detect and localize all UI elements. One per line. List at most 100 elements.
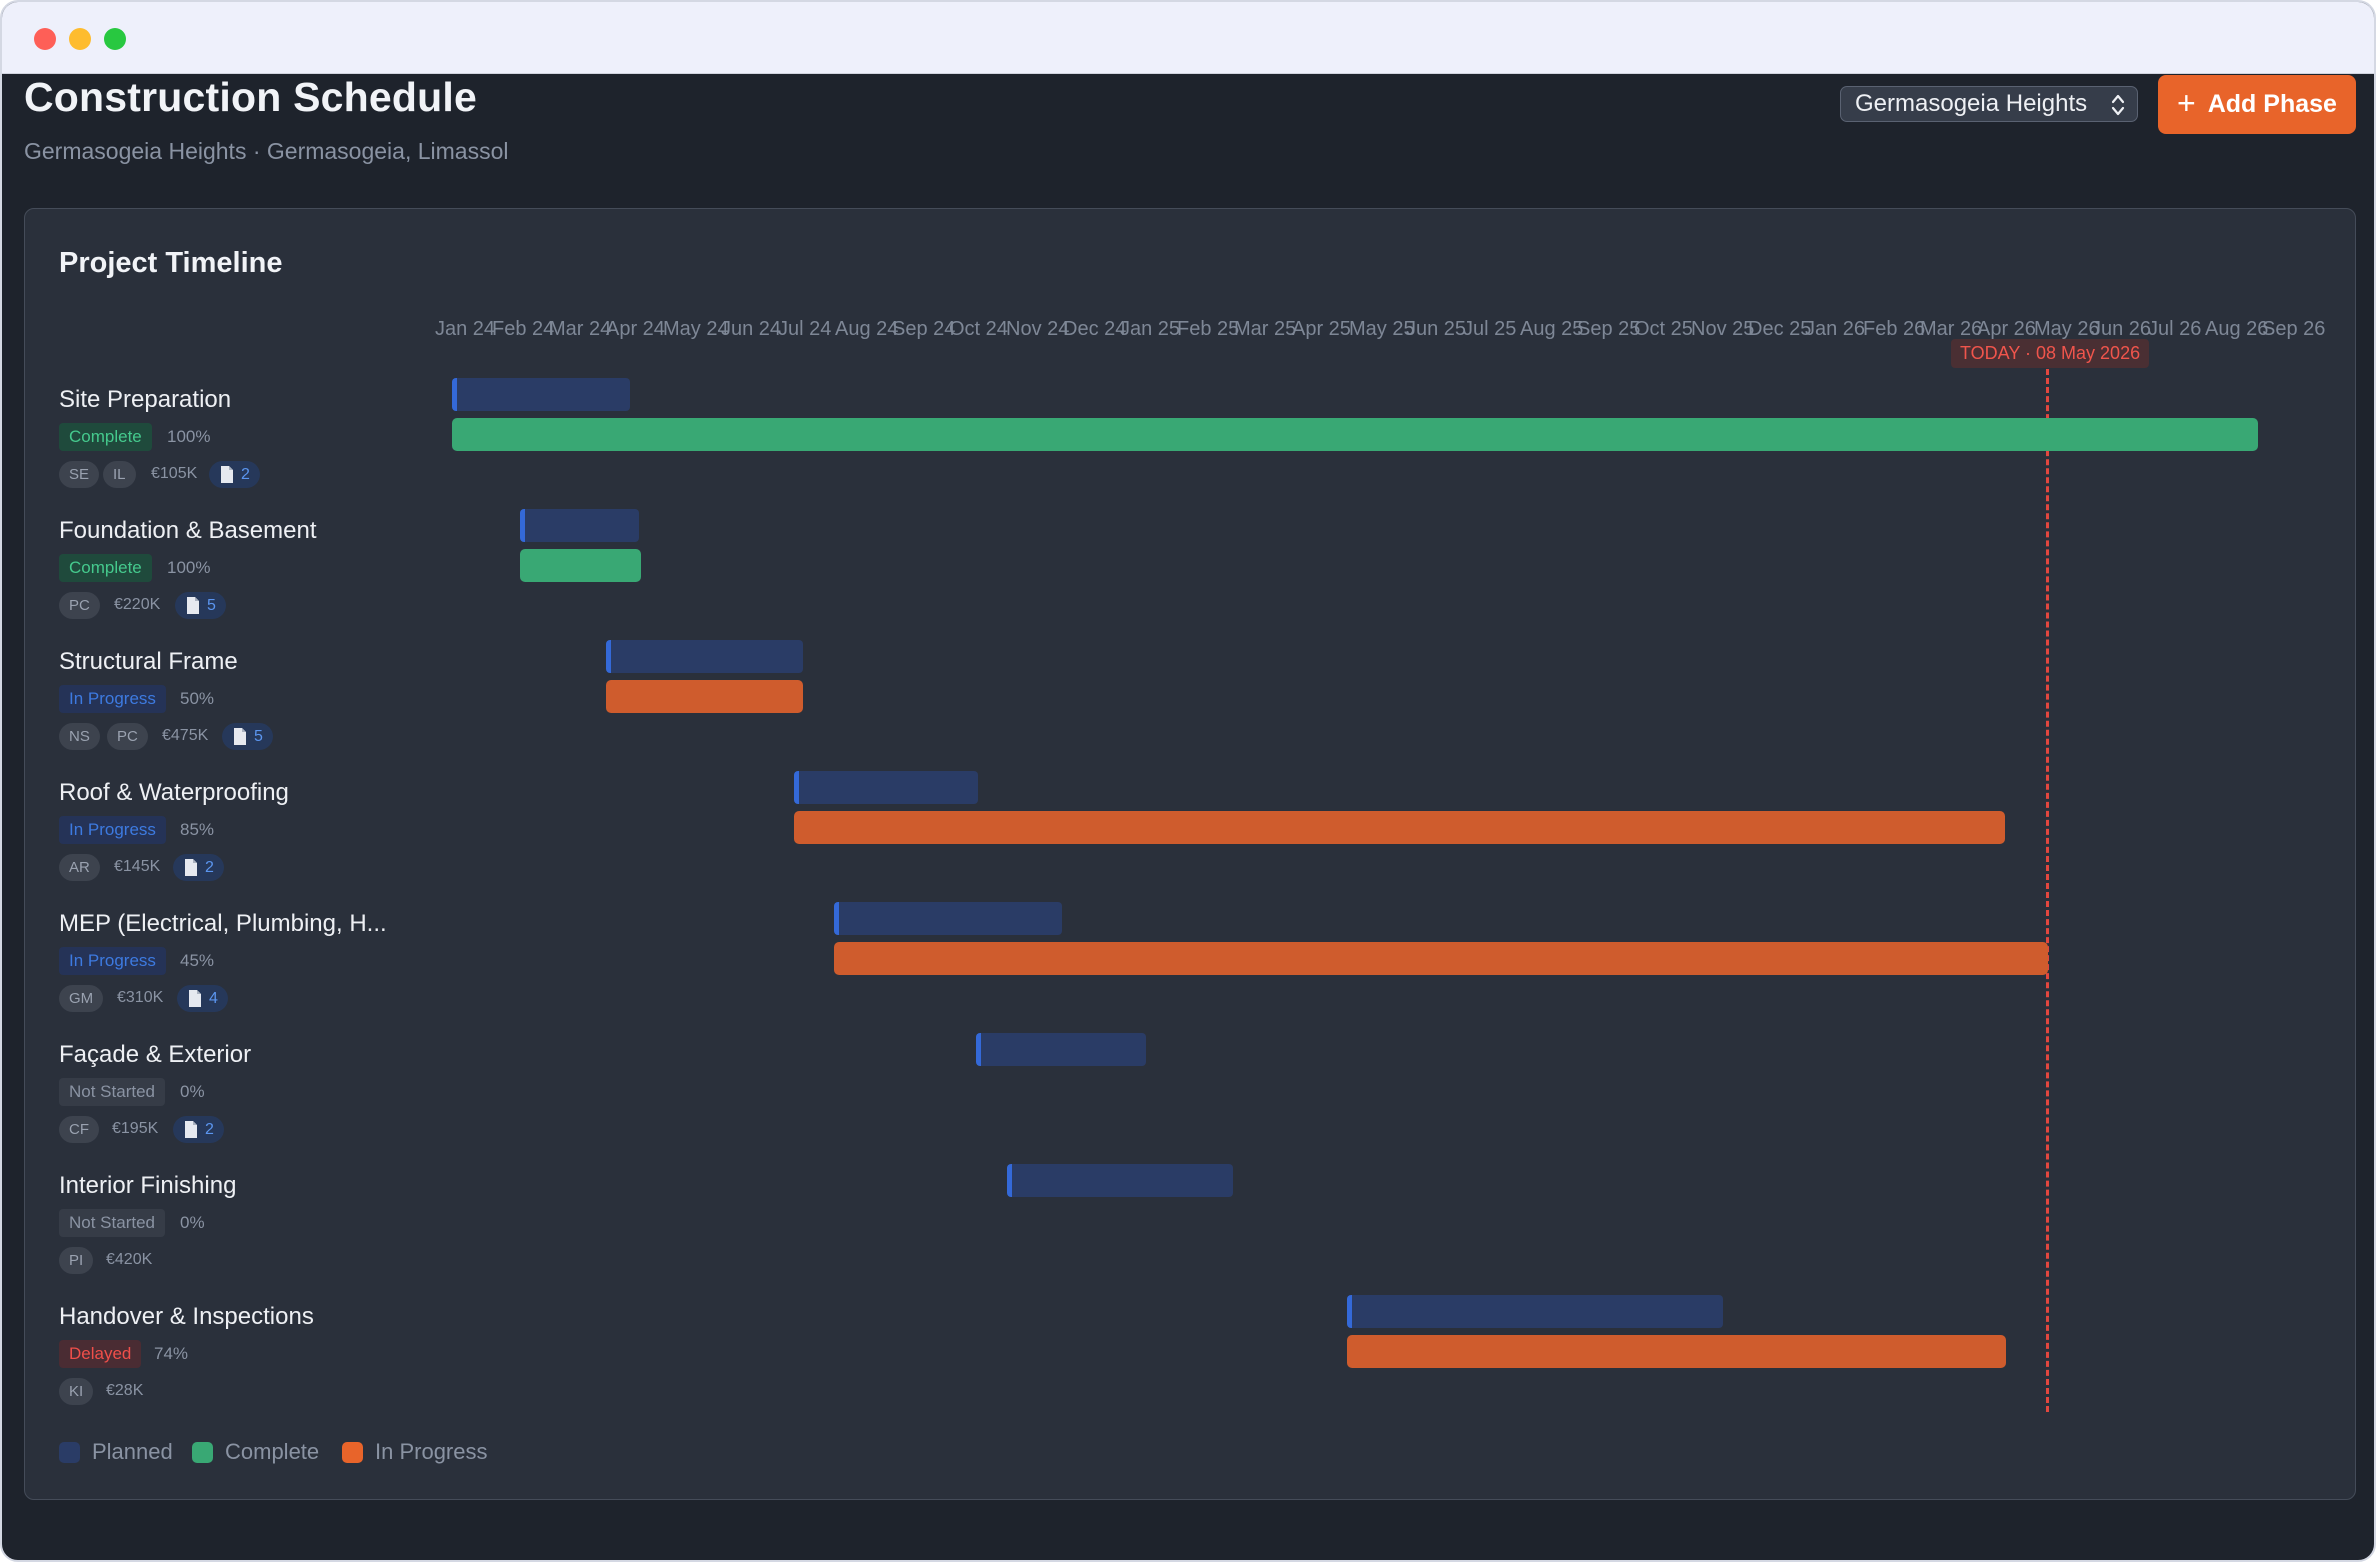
month-label: Mar 25 [1234, 318, 1297, 340]
document-icon [221, 466, 233, 483]
legend-label: Complete [225, 1439, 320, 1464]
month-label: Jan 25 [1120, 318, 1181, 340]
phase-budget: €28K [106, 1382, 144, 1399]
phase-name: Structural Frame [59, 648, 238, 675]
month-label: Apr 25 [1292, 318, 1351, 340]
planned-bar[interactable] [1347, 1295, 1723, 1328]
title-bar [2, 2, 2374, 74]
legend-in-progress: In Progress [342, 1439, 488, 1465]
actual-bar[interactable] [794, 811, 2005, 844]
actual-bar[interactable] [452, 418, 2258, 451]
phase-name: Interior Finishing [59, 1172, 237, 1199]
actual-bar[interactable] [606, 680, 803, 713]
month-label: Oct 24 [949, 318, 1008, 340]
legend-label: Planned [92, 1439, 173, 1464]
assignee-avatar[interactable]: PI [59, 1247, 94, 1274]
month-label: Jul 24 [778, 318, 832, 340]
month-label: Dec 24 [1063, 318, 1127, 340]
document-icon [187, 597, 199, 614]
project-select-value: Germasogeia Heights [1855, 90, 2088, 117]
legend-swatch-planned [59, 1441, 80, 1463]
minimize-window-button[interactable] [69, 28, 91, 50]
maximize-window-button[interactable] [104, 28, 126, 50]
assignee-avatar[interactable]: AR [59, 854, 100, 881]
add-phase-button[interactable]: + Add Phase [2158, 75, 2356, 134]
month-label: Sep 26 [2262, 318, 2326, 340]
month-label: Feb 24 [492, 318, 555, 340]
planned-bar[interactable] [520, 509, 639, 542]
month-label: Jun 24 [721, 318, 782, 340]
status-badge: In Progress [59, 816, 166, 844]
planned-bar[interactable] [452, 378, 630, 411]
month-label: Jun 26 [2091, 318, 2152, 340]
assignee-avatar[interactable]: PC [59, 592, 100, 619]
actual-bar[interactable] [520, 549, 641, 582]
documents-chip[interactable]: 2 [173, 1116, 224, 1143]
documents-count: 4 [209, 989, 218, 1007]
assignee-avatar[interactable]: KI [59, 1378, 94, 1405]
month-label: Nov 25 [1691, 318, 1755, 340]
phase-percent: 50% [180, 689, 215, 708]
documents-count: 5 [207, 596, 216, 614]
phase-name: MEP (Electrical, Plumbing, H... [59, 910, 387, 937]
phase-budget: €195K [112, 1120, 159, 1137]
documents-count: 5 [254, 727, 263, 745]
month-label: Apr 24 [606, 318, 665, 340]
phase-name: Site Preparation [59, 386, 232, 413]
planned-bar[interactable] [794, 771, 978, 804]
planned-bar[interactable] [976, 1033, 1146, 1066]
phase-budget: €475K [162, 727, 209, 744]
assignee-avatar[interactable]: NS [59, 723, 100, 750]
month-label: May 26 [2034, 318, 2100, 340]
month-label: Oct 25 [1634, 318, 1693, 340]
phase-name: Foundation & Basement [59, 517, 317, 544]
assignee-avatar[interactable]: PC [107, 723, 148, 750]
month-label: Aug 25 [1520, 318, 1584, 340]
month-label: Jul 26 [2148, 318, 2202, 340]
document-icon [185, 1121, 197, 1138]
phase-percent: 0% [180, 1213, 205, 1232]
page-title: Construction Schedule [24, 74, 477, 120]
month-label: Jun 25 [1406, 318, 1467, 340]
phase-name: Façade & Exterior [59, 1041, 252, 1068]
month-label: Apr 26 [1977, 318, 2036, 340]
month-label: Jan 26 [1805, 318, 1866, 340]
status-badge: In Progress [59, 947, 166, 975]
phase-percent: 0% [180, 1082, 205, 1101]
phase-percent: 100% [167, 558, 211, 577]
assignee-avatar[interactable]: SE [59, 461, 100, 488]
documents-chip[interactable]: 5 [175, 592, 226, 619]
phase-budget: €105K [151, 465, 198, 482]
month-label: Sep 25 [1577, 318, 1641, 340]
planned-bar[interactable] [834, 902, 1062, 935]
documents-chip[interactable]: 2 [173, 854, 224, 881]
add-phase-label: Add Phase [2207, 90, 2337, 118]
assignee-avatar[interactable]: GM [59, 985, 104, 1012]
planned-bar[interactable] [606, 640, 803, 673]
assignee-avatar[interactable]: IL [103, 461, 136, 488]
project-select[interactable]: Germasogeia Heights [1840, 86, 2138, 122]
today-label: TODAY · 08 May 2026 [1951, 339, 2150, 368]
phase-name: Roof & Waterproofing [59, 779, 289, 806]
legend-planned: Planned [59, 1439, 173, 1465]
status-badge: Not Started [59, 1078, 165, 1106]
month-label: Dec 25 [1748, 318, 1812, 340]
phase-percent: 100% [167, 427, 211, 446]
actual-bar[interactable] [1347, 1335, 2006, 1368]
assignee-avatar[interactable]: CF [59, 1116, 99, 1143]
phase-budget: €145K [114, 858, 161, 875]
phase-budget: €420K [106, 1251, 153, 1268]
month-label: May 25 [1349, 318, 1415, 340]
status-badge: Complete [59, 423, 152, 451]
planned-bar[interactable] [1007, 1164, 1233, 1197]
month-label: Jul 25 [1463, 318, 1517, 340]
documents-chip[interactable]: 5 [222, 723, 273, 750]
documents-chip[interactable]: 4 [177, 985, 228, 1012]
actual-bar[interactable] [834, 942, 2048, 975]
close-window-button[interactable] [34, 28, 56, 50]
documents-chip[interactable]: 2 [209, 461, 260, 488]
phase-percent: 45% [180, 951, 215, 970]
month-label: Sep 24 [892, 318, 956, 340]
month-label: Mar 26 [1920, 318, 1983, 340]
phase-name: Handover & Inspections [59, 1303, 314, 1330]
